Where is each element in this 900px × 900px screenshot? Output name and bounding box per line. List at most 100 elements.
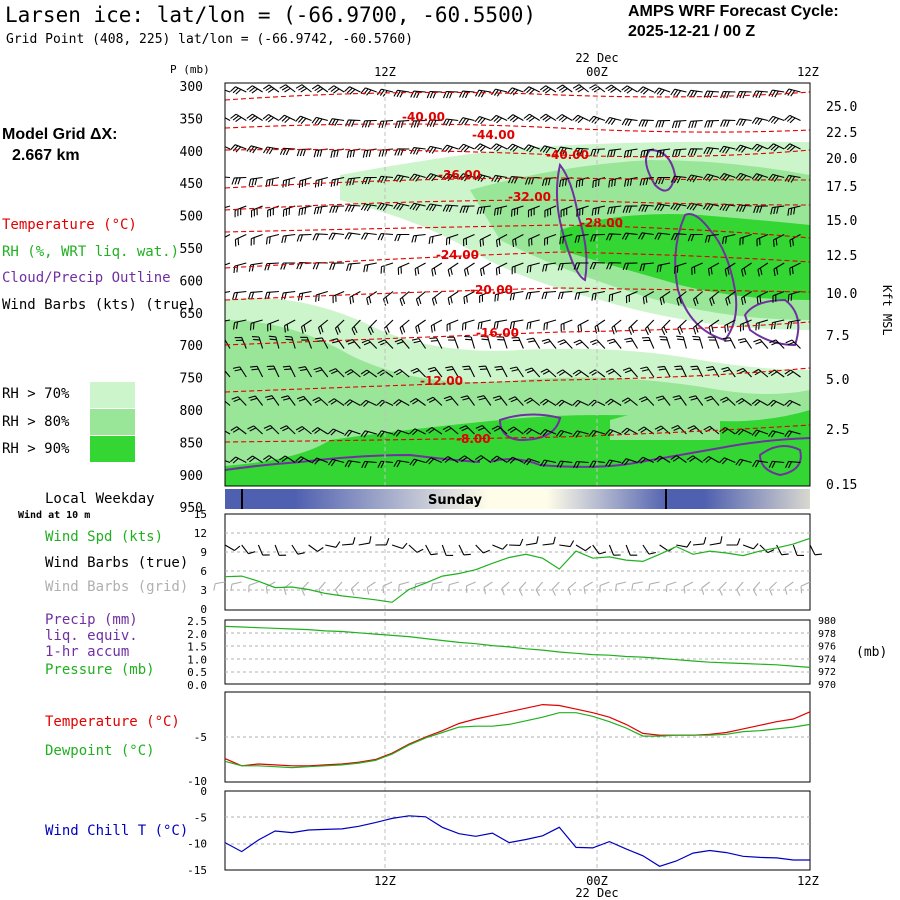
wind-barb (544, 233, 557, 246)
height-tick: 0.15 (826, 478, 857, 493)
wind-barb (751, 173, 769, 182)
wind-barb (575, 544, 592, 552)
wind-barb (377, 339, 394, 349)
wind-barb (591, 205, 606, 216)
windchill-panel: 0 -5 -10 -15 (187, 785, 811, 877)
wind-barb (671, 424, 687, 435)
wind-barb (621, 85, 638, 94)
wind-barb (656, 262, 671, 273)
temp-label: -44.00 (472, 128, 515, 142)
wind-barb (809, 544, 822, 556)
legend-rh80-label: RH > 80% (2, 414, 70, 430)
wind-barb (572, 430, 589, 438)
wind-barb (655, 119, 671, 128)
wind-barb (476, 205, 491, 215)
wind-barb (792, 544, 805, 556)
wind-barb (393, 368, 410, 378)
wind-barb (540, 368, 557, 378)
wind-barb (656, 148, 671, 158)
wind-barb (441, 172, 459, 182)
wind-barb (301, 581, 309, 596)
wind-barb (573, 460, 589, 469)
wind-barb (718, 581, 727, 596)
wind-barb (556, 114, 573, 123)
wind-barb (676, 291, 687, 306)
wind-barb (344, 429, 361, 437)
wind-barb (475, 424, 492, 435)
wind-barb (442, 90, 459, 99)
pressure-right-tick: 972 (818, 667, 836, 678)
wind-barb (282, 176, 296, 188)
wind-barb (621, 232, 638, 240)
wind-barb (508, 396, 524, 406)
wind-barb (670, 455, 687, 463)
height-tick: 7.5 (826, 329, 849, 344)
wind-barb (737, 338, 753, 349)
wind-barb (557, 290, 573, 300)
wind-barb (475, 89, 491, 98)
wind-barb (509, 538, 524, 546)
wind-barb (768, 430, 785, 438)
main-frame (224, 82, 811, 487)
temperature-contours (225, 91, 810, 443)
wind-barb (574, 290, 589, 300)
wind-barb (524, 397, 541, 406)
temp-tick: -10 (187, 775, 207, 788)
wind-barb (768, 581, 777, 596)
wind-barb (721, 366, 736, 378)
wind-barb (225, 234, 231, 238)
legend-wind: Wind Barbs (kts) (true) (2, 297, 196, 313)
wind-barb (426, 396, 443, 406)
wind-barb (430, 581, 443, 591)
wind-barb (495, 262, 508, 276)
height-tick: 20.0 (826, 152, 857, 167)
wind-barb (313, 205, 328, 215)
wind-barb (622, 367, 638, 378)
temp-label: -28.00 (580, 216, 623, 230)
wind-barb (477, 319, 491, 330)
wind-barb (523, 144, 540, 153)
wind-barb (351, 319, 361, 336)
wind-barb (361, 339, 378, 349)
wind-barb (250, 365, 264, 378)
wind-barb (605, 116, 622, 126)
height-tick: 15.0 (826, 214, 857, 229)
pressure-tick: 300 (180, 80, 203, 95)
wind-speed-line (224, 537, 811, 603)
wind-barb (334, 319, 345, 335)
legend-cloud: Cloud/Precip Outline (2, 270, 171, 286)
temperature-line (224, 703, 811, 767)
wind-barb (246, 113, 263, 123)
wind-barb (327, 428, 345, 436)
wind-barb (526, 337, 541, 349)
wind-barb (263, 424, 280, 435)
wind-barb (393, 202, 410, 211)
wind-barb (296, 233, 312, 242)
wind-barb (458, 173, 475, 182)
temp-contour (225, 199, 810, 211)
wind-barb (490, 143, 508, 152)
wind-barb (377, 233, 394, 241)
wind-barb (704, 395, 720, 406)
wind-barb (409, 398, 426, 406)
temp-contour (225, 123, 810, 133)
wind-barb (687, 233, 703, 242)
weekday-label: Local Weekday (45, 491, 155, 507)
wind-barb (350, 581, 360, 596)
wind-barb (491, 425, 508, 435)
forecast-cycle-label: AMPS WRF Forecast Cycle: (628, 3, 839, 20)
wind-barb (621, 427, 638, 435)
wind-barb (327, 85, 345, 94)
wind-barb (425, 544, 438, 556)
wind-barb (735, 398, 752, 406)
wind-barb (720, 90, 736, 99)
legend-temperature: Temperature (°C) (2, 217, 137, 233)
wind-barb (655, 395, 671, 406)
wind-barb (247, 425, 263, 435)
pressure-ticks: 300 350 400 450 500 550 600 650 700 750 800 850 900 9… (180, 80, 203, 516)
wind-barb (225, 262, 231, 266)
wind-barb (575, 176, 589, 188)
wind-barb (739, 233, 752, 246)
wind-barb (719, 457, 736, 465)
wind-barb (376, 399, 394, 407)
